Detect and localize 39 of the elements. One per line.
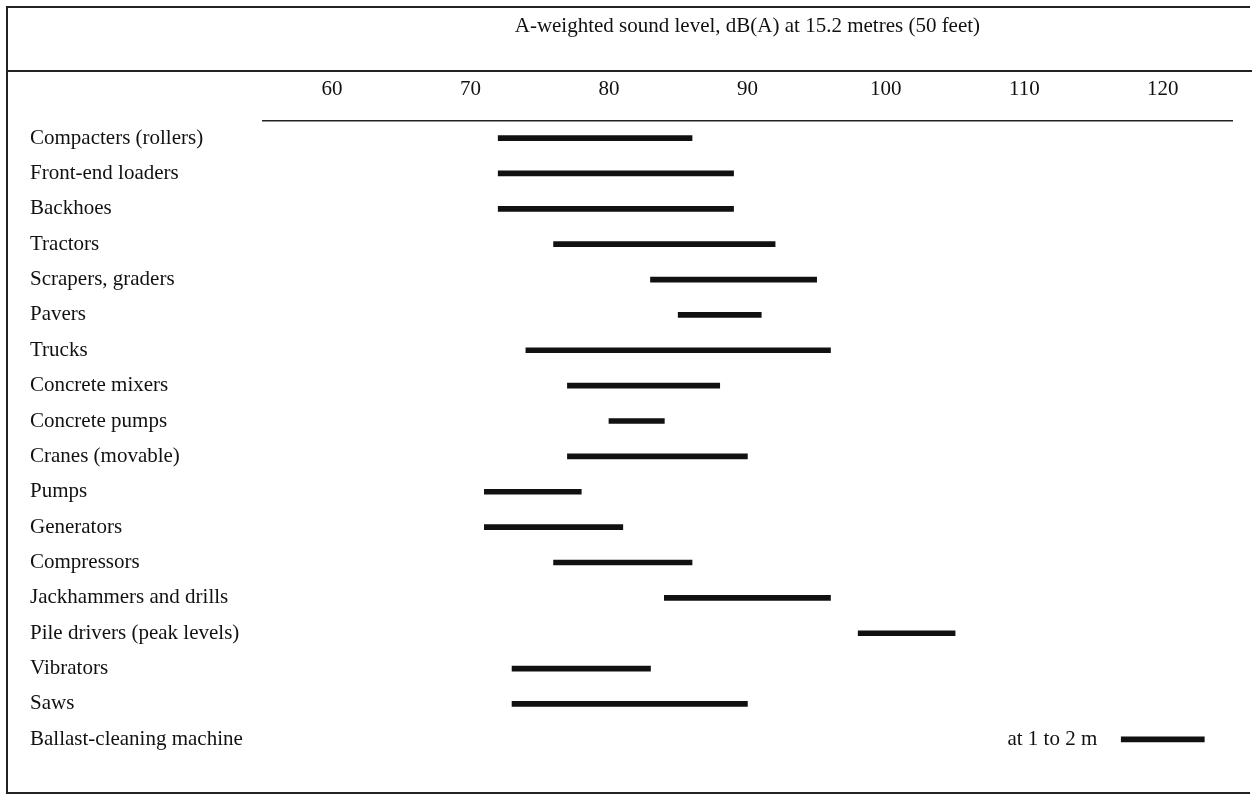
annotation: at 1 to 2 m	[1007, 725, 1098, 750]
y-tick-label: Scrapers, graders	[30, 266, 175, 291]
x-axis-title: A-weighted sound level, dB(A) at 15.2 metres (50 feet)	[514, 13, 981, 38]
x-tick-label: 110	[1008, 76, 1040, 101]
x-tick-label: 80	[598, 76, 620, 101]
y-tick-label: Trucks	[30, 336, 88, 361]
bar	[497, 135, 693, 141]
x-tick-label: 120	[1147, 76, 1179, 101]
y-tick-label: Pile drivers (peak levels)	[30, 619, 240, 644]
y-tick-label: Concrete pumps	[30, 407, 168, 432]
bar	[497, 205, 734, 212]
y-tick-label: Ballast-cleaning machine	[30, 725, 243, 750]
bar	[525, 347, 831, 354]
x-tick-label: 90	[736, 76, 758, 101]
y-tick-label: Saws	[30, 690, 75, 715]
y-tick-label: Vibrators	[30, 655, 109, 680]
y-tick-label: Front-end loaders	[30, 159, 179, 184]
y-tick-label: Pavers	[30, 301, 86, 326]
y-tick-label: Pumps	[30, 478, 88, 503]
bar	[511, 701, 748, 707]
y-tick-label: Backhoes	[30, 195, 112, 220]
x-tick-label: 70	[460, 76, 482, 101]
bar	[553, 241, 776, 248]
x-tick-label: 100	[870, 76, 902, 101]
y-tick-label: Compressors	[30, 549, 140, 573]
bar	[677, 312, 762, 318]
y-tick-label: Cranes (movable)	[30, 442, 180, 467]
bar	[1120, 736, 1205, 743]
y-tick-label: Concrete mixers	[30, 372, 169, 397]
bar	[857, 630, 956, 637]
y-tick-label: Generators	[30, 513, 123, 538]
bar	[608, 418, 665, 424]
bar	[484, 524, 624, 530]
bar	[484, 488, 582, 495]
y-tick-label: Compacters (rollers)	[30, 124, 204, 149]
y-tick-label: Jackhammers and drills	[30, 584, 229, 609]
x-tick-label: 60	[321, 76, 343, 101]
y-tick-label: Tractors	[30, 230, 100, 255]
bar	[664, 595, 831, 601]
